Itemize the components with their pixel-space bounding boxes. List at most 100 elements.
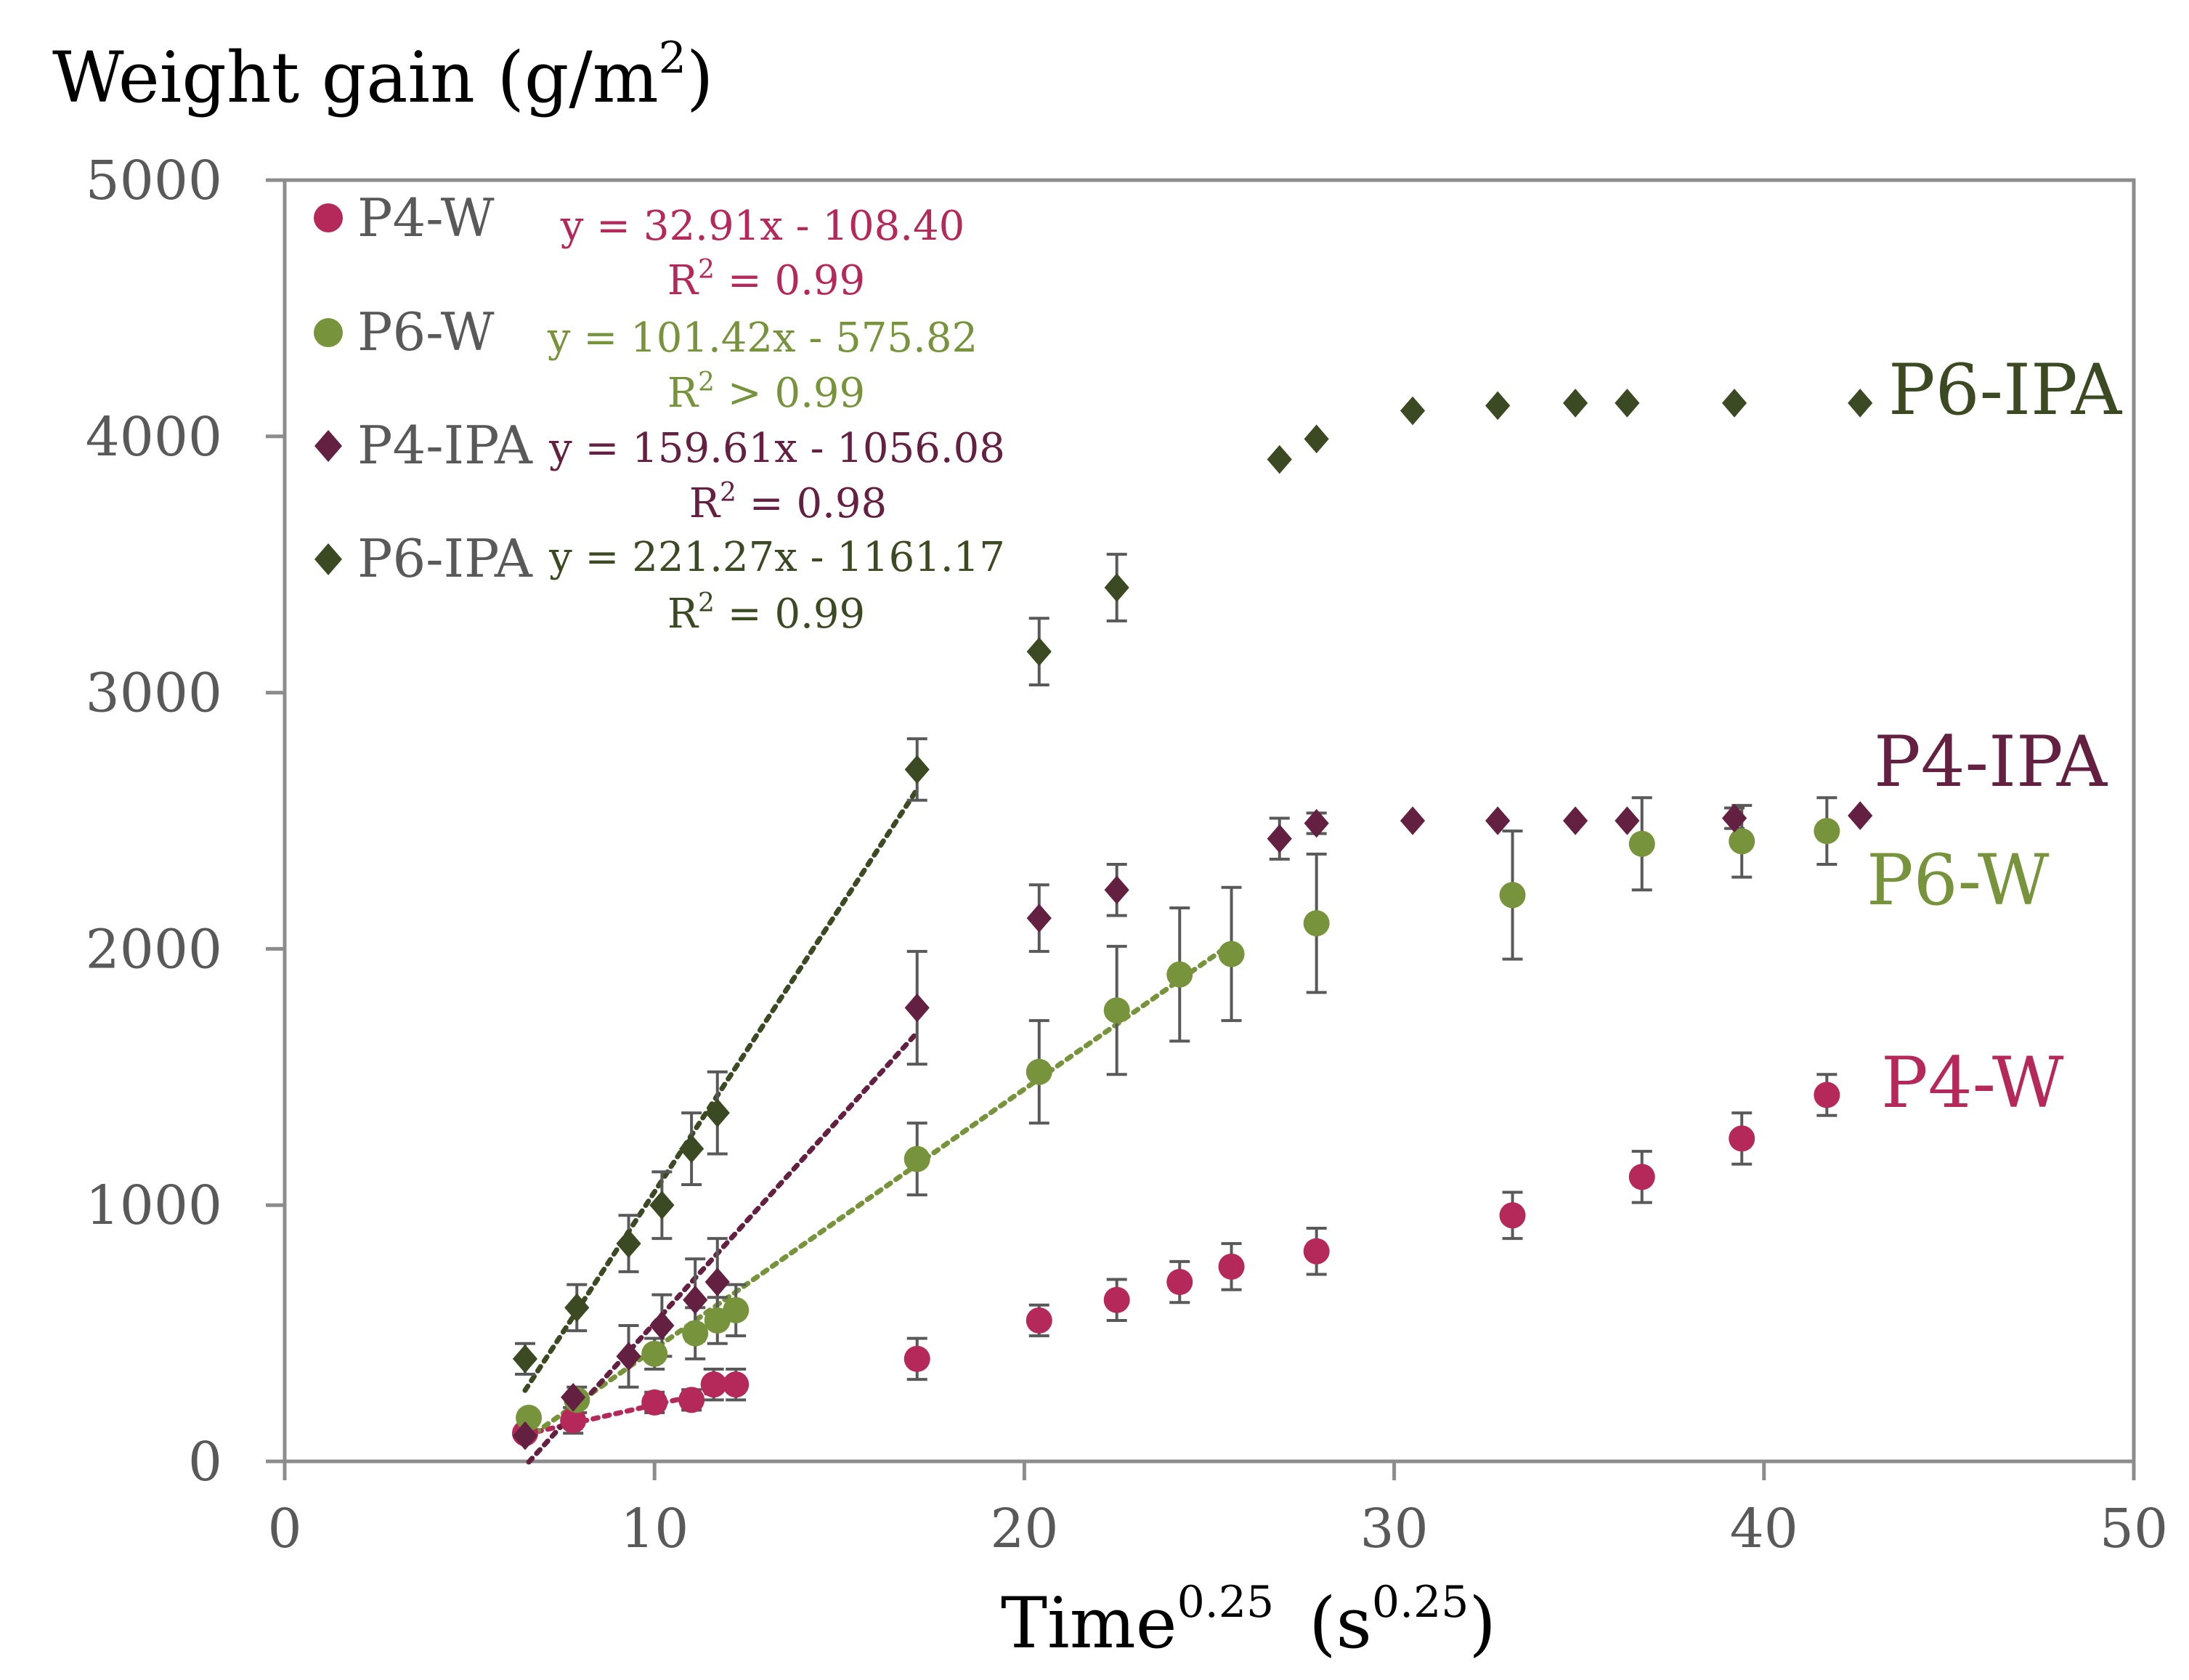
data-point-layer [511,389,1873,1450]
data-point-p4-w [1628,1164,1655,1190]
y-axis-title: Weight gain (g/m2) [52,33,713,118]
equation-p6-ipa: y = 221.27x - 1161.17 [548,534,1005,581]
data-point-p6-ipa [1485,391,1511,421]
data-point-p6-w [1814,818,1840,845]
data-point-p4-w [560,1407,587,1434]
legend-entry-p6-w: P6-W y = 101.42x - 575.82 R2 > 0.99 [314,301,978,417]
data-point-p6-ipa [1563,389,1588,418]
r-squared-value: > 0.99 [715,370,865,417]
data-point-p4-w [1729,1125,1755,1152]
data-point-p4-ipa [1721,803,1747,833]
x-axis-title-unit-sup: 0.25 [1372,1577,1469,1628]
end-label-p4-w: P4-W [1881,1042,2064,1124]
data-point-p6-ipa [1304,424,1329,454]
r-squared-exponent: 2 [698,368,715,397]
data-point-p6-ipa [1848,389,1873,418]
trendline-p4-ipa [526,1030,920,1465]
y-axis-title-main: Weight gain (g/m [52,37,659,118]
data-point-p6-w [903,1145,930,1172]
data-point-p4-w [1814,1082,1840,1108]
data-point-p4-w [1499,1202,1526,1229]
data-point-p4-ipa [1848,801,1873,830]
data-point-p6-w [1303,910,1330,937]
data-point-p6-ipa [704,1098,730,1127]
legend-label-p4-ipa: P4-IPA [357,415,533,476]
data-point-p4-w [1166,1269,1193,1296]
r-squared-p6-ipa: R2 = 0.99 [667,588,865,638]
data-point-p6-w [1499,882,1526,909]
data-point-p4-w [641,1389,668,1416]
y-tick-label: 2000 [86,918,222,981]
r-squared-symbol: R [667,370,699,417]
data-point-p6-w [1166,961,1193,988]
legend-entry-p4-ipa: P4-IPA y = 159.61x - 1056.08 R2 = 0.98 [314,415,1005,527]
data-point-p4-w [678,1387,705,1413]
x-tick-label: 50 [2100,1498,2168,1560]
data-point-p6-w [1103,997,1130,1024]
y-tick-label: 1000 [86,1174,222,1237]
end-label-p4-ipa: P4-IPA [1874,721,2108,803]
trendline-p6-ipa [522,787,920,1393]
x-axis-title-close: ) [1469,1583,1495,1664]
data-point-p6-w [1729,828,1755,855]
data-point-p6-w [1628,830,1655,857]
r-squared-exponent: 2 [698,588,715,618]
data-point-p6-ipa [1721,389,1747,418]
data-point-p4-w [1218,1253,1245,1280]
data-point-p4-ipa [512,1421,538,1450]
axes: 0 10 20 30 40 50 0 1000 2000 3000 4000 5000 [86,150,2168,1560]
data-point-p4-w [1303,1238,1330,1265]
r-squared-exponent: 2 [720,478,736,508]
data-point-p4-ipa [1104,875,1129,905]
data-point-p4-ipa [904,993,930,1023]
data-point-p6-ipa [1104,573,1129,602]
data-point-p4-ipa [649,1311,675,1340]
x-tick-label: 0 [267,1498,301,1560]
data-point-p4-ipa [704,1267,730,1296]
x-tick-label: 10 [620,1498,689,1560]
r-squared-value: = 0.99 [715,591,865,638]
data-point-p4-ipa [1615,806,1640,835]
x-tick-label: 20 [990,1498,1058,1560]
y-tick-label: 3000 [86,662,222,725]
y-tick-label: 0 [188,1431,222,1493]
y-axis-title-sup: 2 [659,33,686,84]
legend-label-p6-w: P6-W [357,301,495,362]
end-label-p6-w: P6-W [1867,840,2050,921]
data-point-p6-w [516,1405,543,1432]
r-squared-exponent: 2 [698,255,715,285]
x-axis-title-main: Time [1001,1583,1177,1664]
r-squared-symbol: R [667,257,699,304]
r-squared-p6-w: R2 > 0.99 [667,368,865,417]
data-point-p6-w [682,1320,709,1347]
r-squared-value: = 0.99 [715,257,865,304]
data-point-p4-ipa [1026,904,1052,933]
end-label-p6-ipa: P6-IPA [1888,349,2123,431]
x-axis-title-sup: 0.25 [1177,1577,1275,1628]
data-point-p4-ipa [1485,806,1511,835]
data-point-p6-ipa [1615,389,1640,418]
data-point-p6-ipa [679,1134,704,1164]
legend-label-p6-ipa: P6-IPA [357,528,533,589]
r-squared-symbol: R [689,480,721,527]
data-point-p6-ipa [1026,637,1052,666]
data-point-p4-w [723,1371,750,1398]
data-point-p4-ipa [1400,806,1426,835]
legend-label-p4-w: P4-W [357,187,495,248]
y-tick-label: 5000 [86,150,222,212]
legend-marker-p4-w [314,203,343,232]
data-point-p6-ipa [616,1229,641,1258]
data-point-p4-w [1026,1307,1052,1334]
data-point-p4-ipa [616,1342,641,1371]
equation-p6-w: y = 101.42x - 575.82 [547,315,978,362]
data-point-p6-w [1026,1058,1052,1085]
r-squared-symbol: R [667,591,699,638]
data-point-p6-ipa [564,1293,590,1323]
legend-entry-p4-w: P4-W y = 32.91x - 108.40 R2 = 0.99 [314,187,964,304]
data-point-p4-w [1103,1286,1130,1313]
data-point-p4-w [700,1371,727,1398]
series-end-labels: P4-W P6-W P4-IPA P6-IPA [1867,349,2123,1124]
legend-marker-p6-w [314,318,343,347]
legend-marker-p4-ipa [314,430,342,462]
